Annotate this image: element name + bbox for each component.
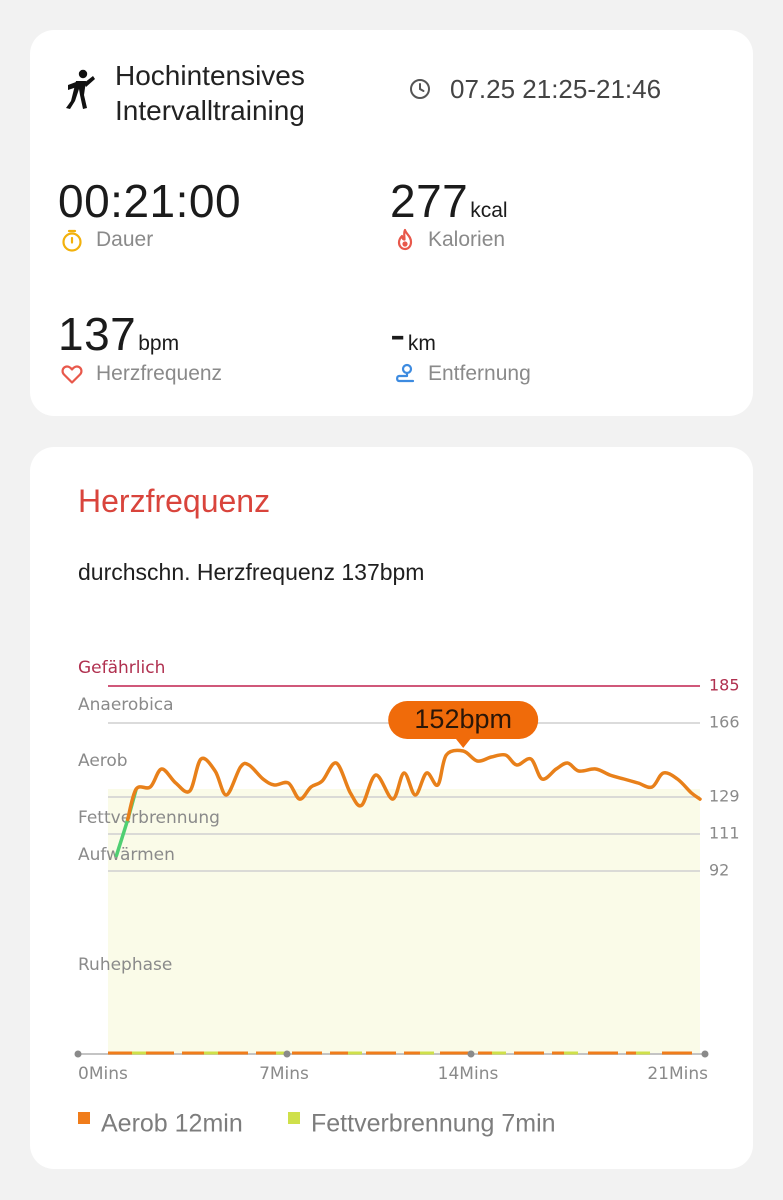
clock-icon — [410, 79, 430, 99]
calories-value: 277kcal — [390, 174, 508, 228]
x-tick-dot — [467, 1050, 475, 1058]
distance-number: - — [390, 308, 406, 360]
workout-time-range: 07.25 21:25-21:46 — [450, 74, 662, 104]
legend-swatch — [288, 1112, 300, 1124]
legend-label: Aerob 12min — [101, 1110, 243, 1138]
peak-tooltip-bubble — [388, 701, 539, 739]
threshold-value-185: 185 — [709, 676, 740, 695]
distance-value: -km — [390, 307, 436, 361]
x-tick-label: 0Mins — [78, 1064, 128, 1084]
workout-title: Hochintensives Intervalltraining — [115, 60, 305, 126]
zone-label-aufwrmen: Aufwärmen — [78, 845, 175, 865]
heart-rate-unit: bpm — [138, 332, 180, 355]
heart-rate-value: 137bpm — [58, 307, 179, 361]
running-person-icon — [66, 69, 95, 109]
threshold-value-166: 166 — [709, 713, 740, 732]
chart-fill-area — [108, 789, 700, 1054]
zone-label-gefhrlich: Gefährlich — [78, 658, 165, 678]
zone-label-anaerobica: Anaerobica — [78, 695, 174, 715]
zone-label-ruhephase: Ruhephase — [78, 955, 172, 975]
x-tick-label: 14Mins — [438, 1064, 499, 1084]
distance-unit: km — [407, 332, 436, 355]
heart-rate-chart[interactable]: Gefährlich 185 Anaerobica 166 Aerob 129 Fettve… — [30, 447, 753, 1169]
duration-label: Dauer — [96, 228, 154, 251]
threshold-value-111: 111 — [709, 824, 740, 843]
flame-icon — [397, 228, 413, 251]
threshold-value-129: 129 — [709, 787, 740, 806]
heart-rate-series-line — [125, 748, 702, 822]
heart-icon — [61, 365, 83, 384]
x-tick-dot — [74, 1050, 82, 1058]
distance-label: Entfernung — [428, 362, 531, 385]
calories-label: Kalorien — [428, 228, 506, 251]
x-tick-label: 7Mins — [259, 1064, 309, 1084]
x-tick-dot — [283, 1050, 291, 1058]
x-tick-label: 21Mins — [647, 1064, 708, 1084]
zone-label-aerob: Aerob — [78, 751, 128, 771]
legend-label: Fettverbrennung 7min — [311, 1110, 556, 1138]
peak-tooltip-label: 152bpm — [414, 704, 512, 734]
legend-swatch — [78, 1112, 90, 1124]
duration-value: 00:21:00 — [58, 175, 242, 227]
calories-unit: kcal — [470, 199, 508, 222]
workout-summary-card: Hochintensives Intervalltraining 07.25 2… — [30, 30, 753, 416]
heart-rate-number: 137 — [58, 308, 137, 360]
zone-label-fettverbrennung: Fettverbrennung — [78, 808, 220, 828]
heart-rate-card: Herzfrequenz durchschn. Herzfrequenz 137… — [30, 447, 753, 1169]
heart-rate-title: Herzfrequenz — [78, 483, 271, 519]
stopwatch-icon — [62, 229, 82, 252]
calories-number: 277 — [390, 175, 469, 227]
x-tick-dot — [701, 1050, 709, 1058]
heart-rate-label: Herzfrequenz — [96, 362, 223, 385]
average-heart-rate: durchschn. Herzfrequenz 137bpm — [78, 559, 425, 585]
peak-tooltip-pointer — [455, 738, 472, 748]
route-pin-icon — [396, 363, 415, 383]
threshold-value-92: 92 — [709, 861, 729, 880]
